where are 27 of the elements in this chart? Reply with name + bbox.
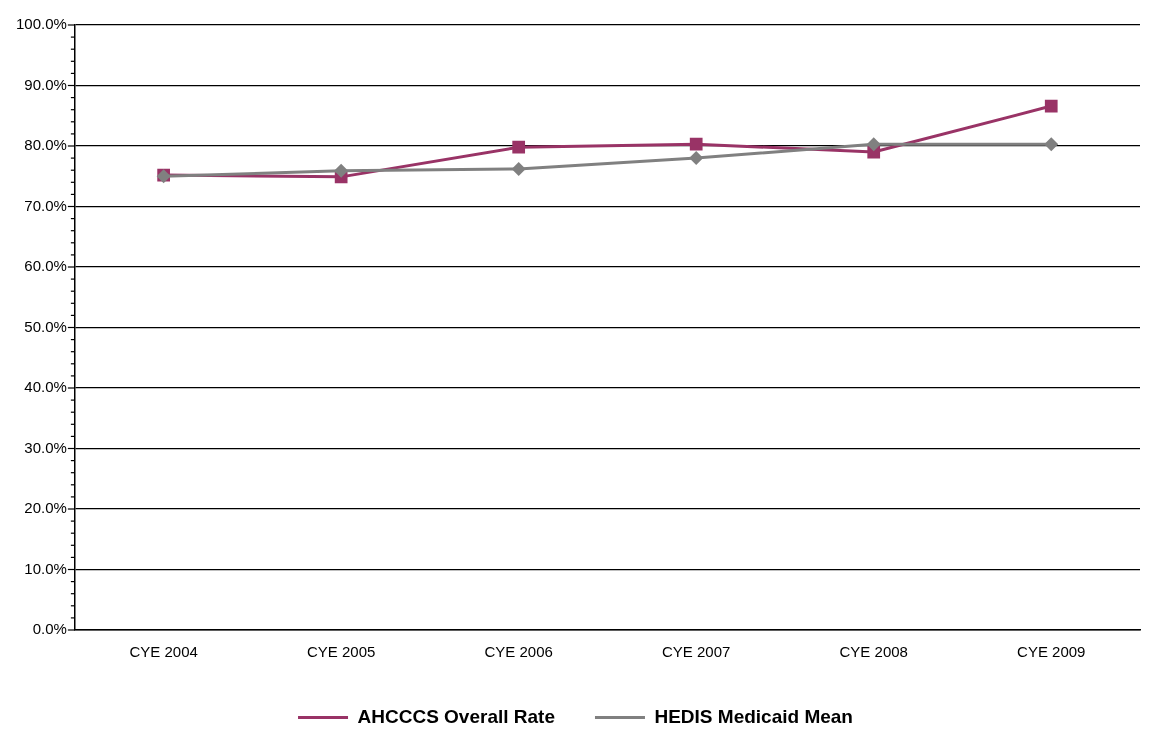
y-tick-label: 60.0%	[24, 257, 67, 275]
y-tick-label: 100.0%	[16, 15, 67, 33]
point	[334, 163, 349, 178]
point	[1044, 137, 1059, 152]
x-tick-label: CYE 2009	[1017, 643, 1086, 661]
y-tick-label: 70.0%	[24, 196, 67, 214]
y-tick-label: 20.0%	[24, 499, 67, 517]
y-tick-label: 50.0%	[24, 317, 67, 335]
y-tick-label: 30.0%	[24, 438, 67, 456]
legend-label: AHCCCS Overall Rate	[357, 705, 555, 727]
x-tick-label: CYE 2005	[306, 643, 376, 661]
y-tick-label: 0.0%	[32, 620, 67, 638]
point	[511, 161, 526, 176]
point	[512, 140, 526, 154]
point	[689, 137, 703, 151]
x-tick-label: CYE 2008	[839, 643, 908, 661]
legend-label: HEDIS Medicaid Mean	[654, 705, 853, 727]
y-tick-label: 40.0%	[24, 378, 67, 396]
point	[1044, 99, 1058, 113]
x-tick-label: CYE 2006	[484, 643, 553, 661]
y-tick-label: 90.0%	[24, 75, 67, 93]
x-tick-label: CYE 2007	[662, 643, 731, 661]
y-tick-label: 10.0%	[24, 559, 67, 577]
y-tick-label: 80.0%	[24, 136, 67, 154]
x-tick-label: CYE 2004	[129, 643, 198, 661]
point	[866, 137, 881, 152]
point	[689, 151, 704, 166]
